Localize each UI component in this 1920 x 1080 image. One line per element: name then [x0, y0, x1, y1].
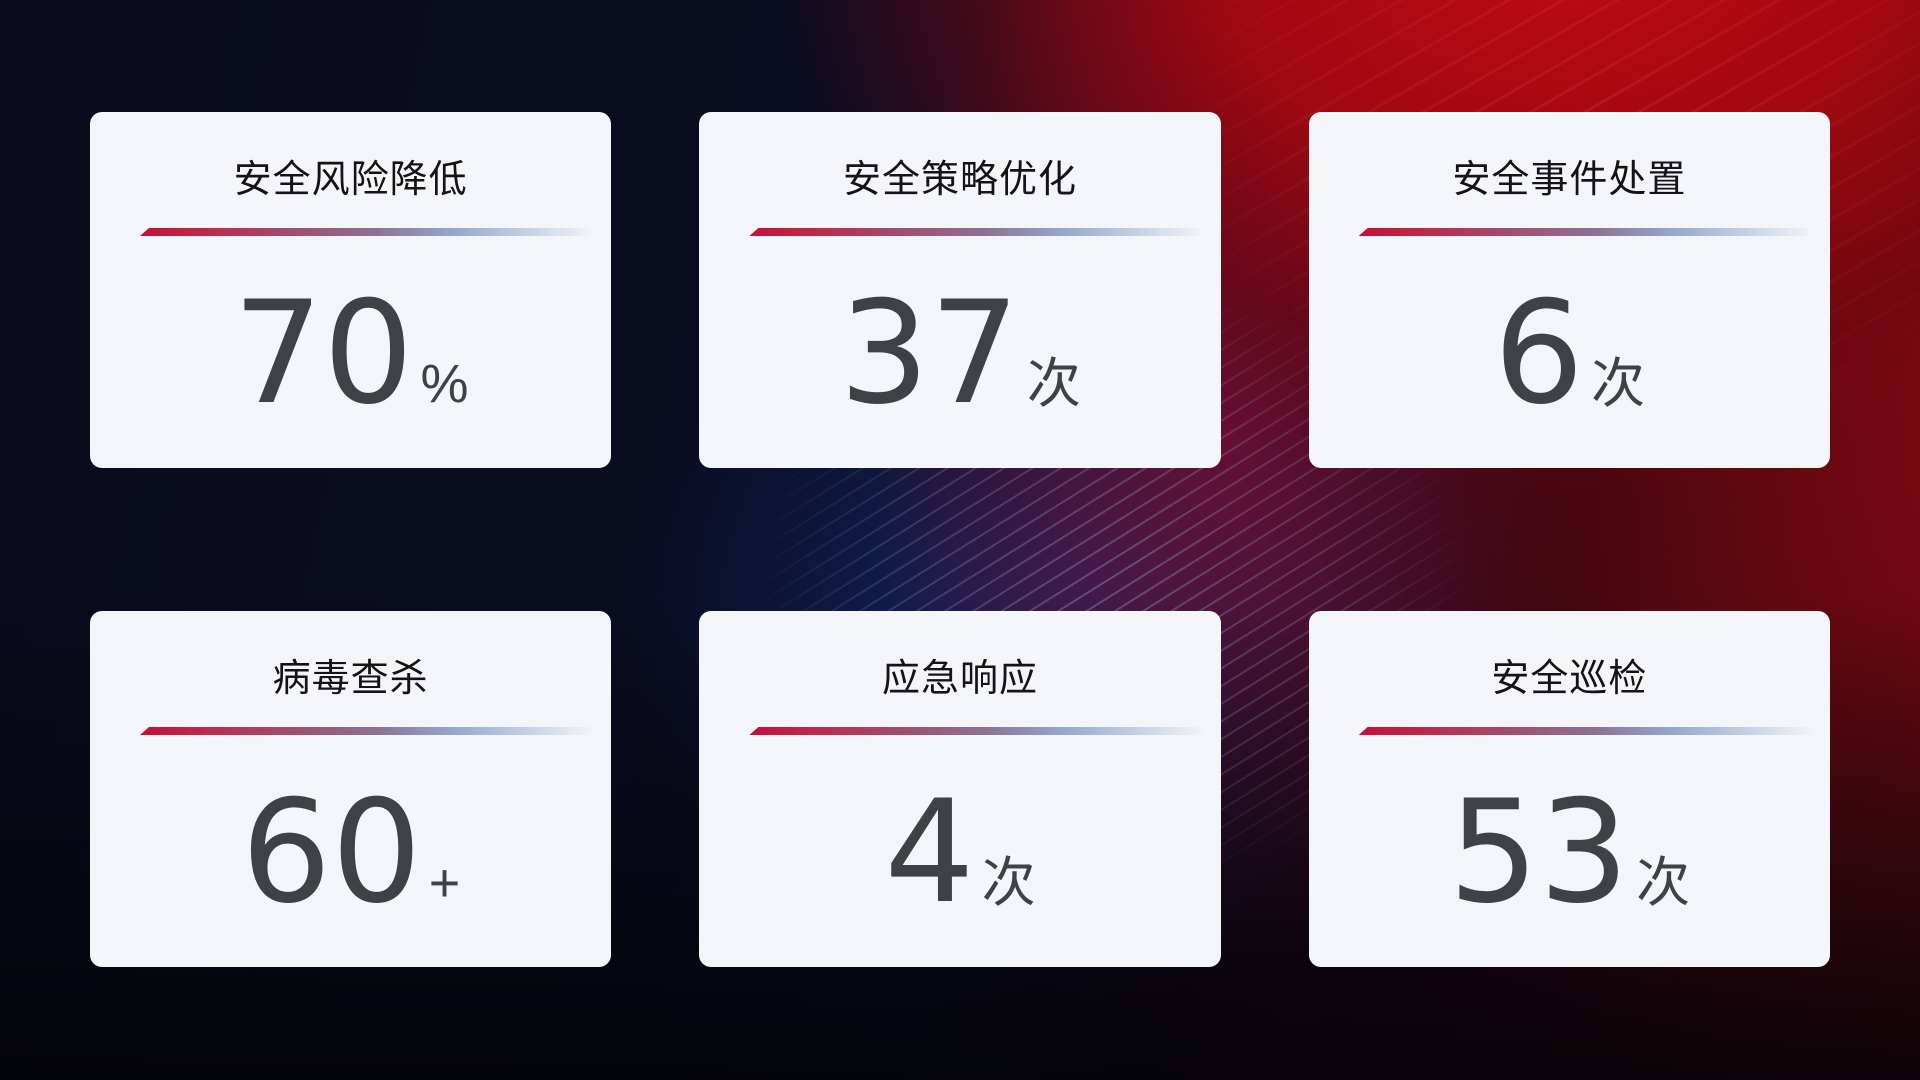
card-value: 70 % [90, 236, 611, 468]
stat-card-emergency-response: 应急响应 4 次 [699, 611, 1221, 967]
value-unit: 次 [1636, 853, 1691, 913]
card-value: 60 + [90, 735, 611, 967]
card-value: 4 次 [699, 735, 1220, 967]
card-title: 安全事件处置 [1452, 159, 1687, 201]
value-number: 37 [839, 271, 1020, 436]
value-unit: + [428, 853, 461, 913]
stat-card-security-inspection: 安全巡检 53 次 [1308, 611, 1830, 967]
card-title: 应急响应 [881, 658, 1038, 700]
card-value: 6 次 [1309, 236, 1830, 468]
gradient-divider [1358, 727, 1814, 735]
value-unit: 次 [981, 853, 1036, 913]
value-unit: 次 [1591, 354, 1645, 414]
gradient-divider [1358, 228, 1814, 236]
stat-card-incident-handling: 安全事件处置 6 次 [1308, 112, 1830, 468]
stat-card-risk-reduction: 安全风险降低 70 % [90, 112, 612, 468]
value-number: 70 [232, 271, 414, 436]
gradient-divider [749, 727, 1205, 735]
gradient-divider [140, 228, 596, 236]
stat-card-policy-optimization: 安全策略优化 37 次 [699, 112, 1221, 468]
value-number: 60 [241, 770, 422, 935]
value-number: 53 [1448, 770, 1630, 935]
card-title: 安全风险降低 [233, 159, 468, 201]
gradient-divider [140, 727, 596, 735]
card-title: 安全策略优化 [842, 159, 1077, 201]
stat-card-virus-scan: 病毒查杀 60 + [90, 611, 612, 967]
card-title: 病毒查杀 [272, 658, 429, 700]
gradient-divider [749, 228, 1205, 236]
value-number: 4 [884, 770, 975, 935]
value-unit: % [420, 354, 469, 414]
card-value: 37 次 [699, 236, 1220, 468]
card-title: 安全巡检 [1491, 658, 1648, 700]
card-value: 53 次 [1309, 735, 1830, 967]
value-number: 6 [1493, 271, 1584, 436]
value-unit: 次 [1026, 354, 1081, 414]
